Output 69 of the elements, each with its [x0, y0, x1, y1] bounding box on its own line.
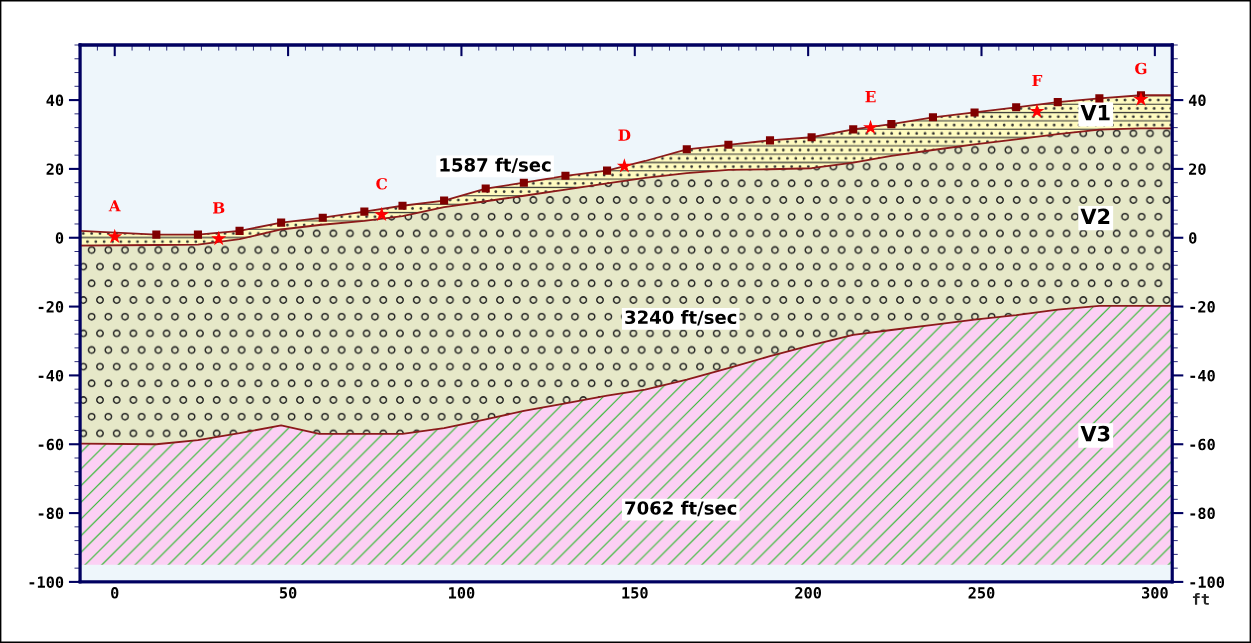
- point: [887, 120, 896, 129]
- point: [360, 207, 369, 216]
- data-label: C: [376, 177, 387, 190]
- point: [807, 133, 816, 142]
- point: [1133, 91, 1149, 106]
- data-label: F: [1032, 74, 1043, 87]
- y-tick-label: -60: [38, 438, 64, 451]
- data-label: B: [213, 202, 225, 214]
- x-axis-title: ft: [1192, 593, 1209, 605]
- point: [863, 119, 879, 135]
- point: [682, 145, 691, 154]
- point: [928, 113, 938, 122]
- x-tick-label: 300: [1141, 587, 1168, 599]
- y2-tick-label: -80: [1190, 507, 1215, 520]
- point: [603, 166, 612, 175]
- y-tick-label: 0: [55, 232, 64, 244]
- x-tick-label: 250: [968, 587, 995, 599]
- y2-tick-label: -60: [1190, 438, 1215, 451]
- point: [519, 178, 528, 187]
- y2-tick-label: 40: [1188, 94, 1206, 107]
- point: [1029, 103, 1045, 118]
- point: [849, 125, 858, 134]
- point: [211, 230, 227, 246]
- point: [1095, 94, 1104, 103]
- y-tick-label: 40: [46, 94, 64, 107]
- point: [1053, 98, 1062, 107]
- point: [152, 230, 161, 239]
- y2-tick-label: 20: [1189, 163, 1206, 175]
- y-tick-label: 20: [46, 163, 64, 175]
- data-label: A: [108, 200, 121, 212]
- annotation: V1: [1080, 104, 1110, 121]
- point: [107, 228, 123, 244]
- y2-tick-label: -20: [1190, 301, 1215, 313]
- x-tick-label: 50: [279, 587, 297, 599]
- data-label: E: [865, 91, 876, 103]
- point: [765, 136, 775, 145]
- y2-tick-label: 0: [1189, 232, 1197, 244]
- annotation: V3: [1080, 425, 1110, 442]
- annotation: V2: [1080, 208, 1110, 224]
- y-tick-label: -20: [38, 301, 64, 313]
- annotation: 3240 ft/sec: [625, 310, 737, 326]
- point: [374, 206, 390, 222]
- point: [724, 140, 733, 149]
- point: [398, 201, 407, 210]
- x-tick-label: 150: [622, 587, 648, 599]
- point: [235, 226, 244, 235]
- y2-tick-label: -100: [1190, 576, 1225, 588]
- line-series: [80, 127, 1173, 247]
- point: [440, 196, 449, 205]
- point: [193, 230, 202, 239]
- data-label: G: [1135, 62, 1147, 75]
- point: [970, 108, 979, 117]
- x-tick-label: 200: [795, 587, 822, 599]
- data-label: D: [618, 129, 631, 141]
- point: [561, 171, 570, 180]
- point: [616, 158, 632, 173]
- y-tick-label: -80: [38, 507, 64, 520]
- annotation: 1587 ft/sec: [440, 157, 551, 174]
- y2-tick-label: -40: [1190, 369, 1215, 382]
- x-tick-label: 100: [449, 587, 475, 599]
- annotation: 7062 ft/sec: [625, 500, 737, 517]
- point: [277, 218, 286, 227]
- y-tick-label: -40: [38, 369, 64, 382]
- line-series: [80, 304, 1173, 446]
- x-tick-label: 0: [111, 587, 119, 599]
- point: [1012, 103, 1021, 112]
- y-tick-label: -100: [29, 576, 64, 588]
- point: [318, 213, 327, 222]
- point: [481, 184, 490, 193]
